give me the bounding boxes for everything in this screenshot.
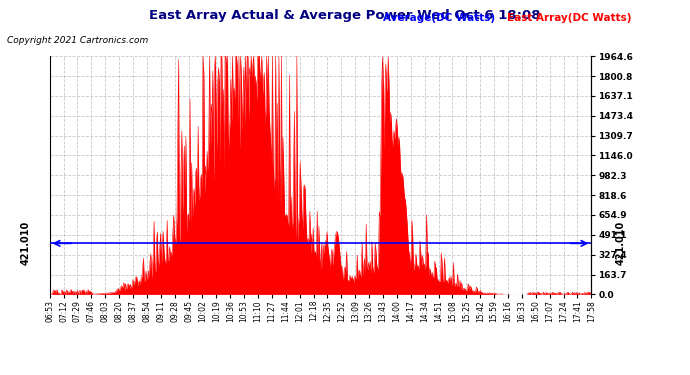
Text: East Array Actual & Average Power Wed Oct 6 18:08: East Array Actual & Average Power Wed Oc… — [149, 9, 541, 22]
Text: East Array(DC Watts): East Array(DC Watts) — [507, 13, 631, 23]
Text: 421.010: 421.010 — [616, 221, 626, 266]
Text: 421.010: 421.010 — [20, 221, 30, 266]
Text: Average(DC Watts): Average(DC Watts) — [383, 13, 495, 23]
Text: Copyright 2021 Cartronics.com: Copyright 2021 Cartronics.com — [7, 36, 148, 45]
